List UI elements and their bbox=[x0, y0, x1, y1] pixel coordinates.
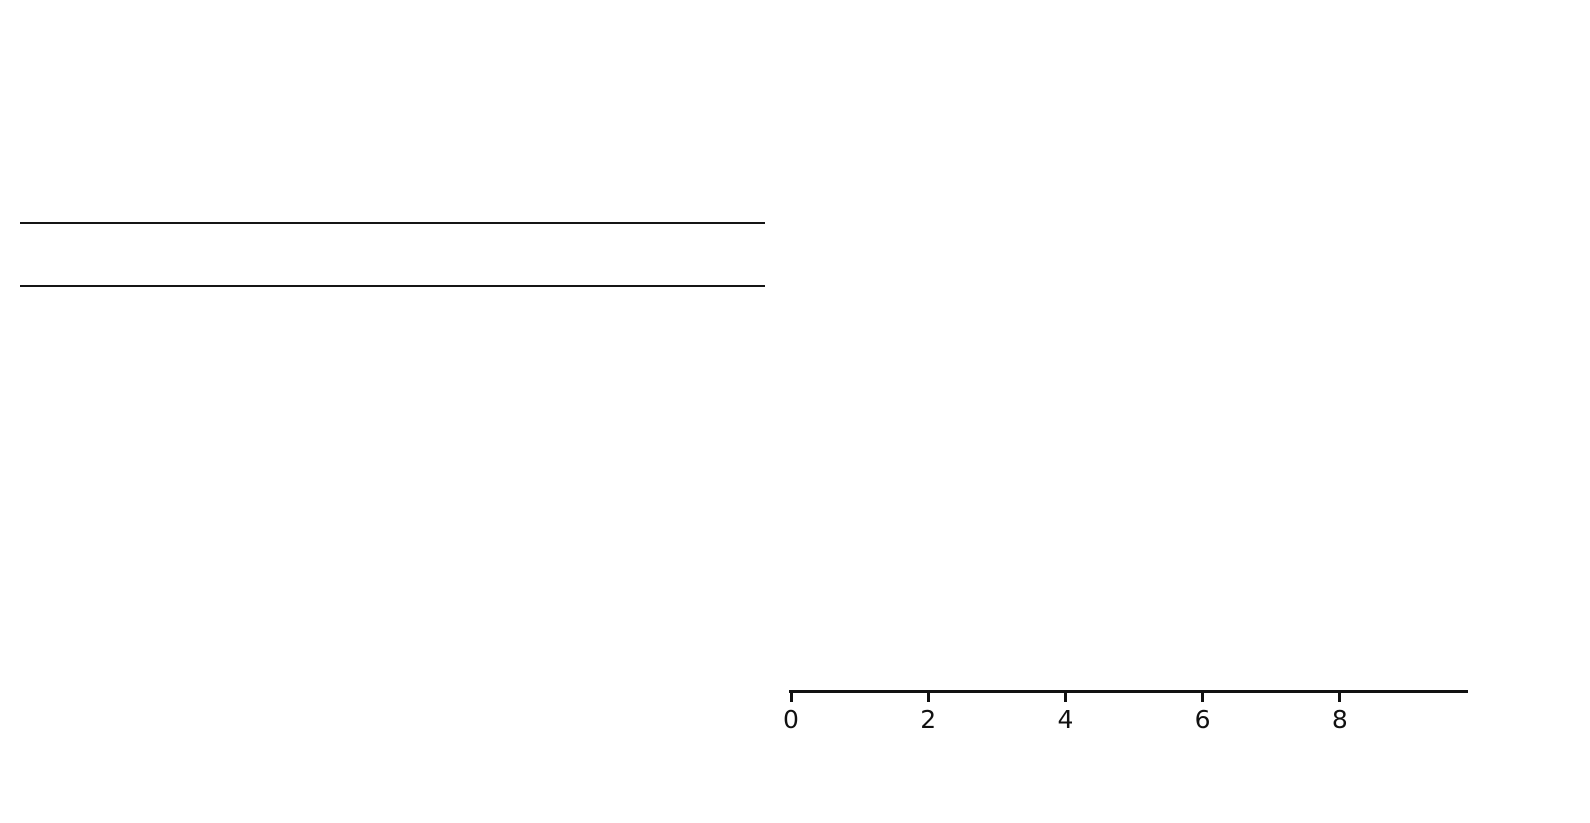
x-axis-tick bbox=[1063, 692, 1067, 702]
x-axis-line bbox=[789, 690, 1468, 693]
table-header-life-cycle bbox=[513, 224, 765, 285]
comparison-table bbox=[20, 222, 765, 287]
x-axis-tick-label: 0 bbox=[783, 705, 799, 734]
table-header-product bbox=[266, 224, 513, 285]
x-axis-tick-label: 8 bbox=[1331, 705, 1348, 734]
x-axis-tick bbox=[789, 692, 793, 702]
x-axis-tick bbox=[1338, 692, 1342, 702]
x-axis-tick bbox=[1201, 692, 1205, 702]
x-axis-tick-label: 2 bbox=[920, 705, 937, 734]
table-header-country bbox=[20, 224, 266, 285]
x-axis-tick-label: 4 bbox=[1057, 705, 1074, 734]
x-axis-tick bbox=[926, 692, 930, 702]
table-header-row bbox=[20, 224, 765, 287]
x-axis-tick-label: 6 bbox=[1194, 705, 1211, 734]
